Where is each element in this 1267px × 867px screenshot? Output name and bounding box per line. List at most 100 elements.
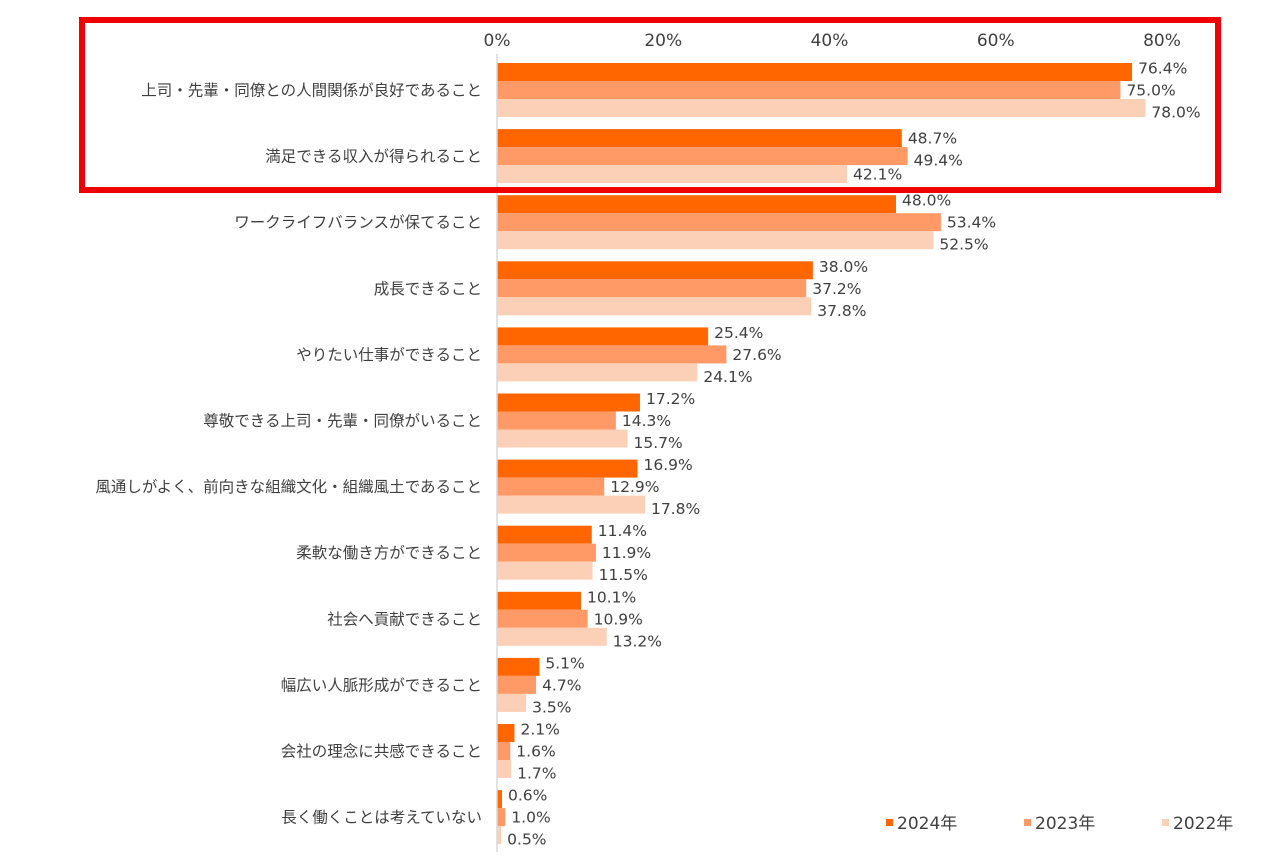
data-label: 37.2% [812, 280, 861, 298]
legend-swatch [1024, 819, 1031, 826]
bar [497, 561, 593, 580]
data-label: 5.1% [545, 654, 584, 672]
bar [497, 808, 506, 827]
bar [497, 609, 588, 628]
data-labels: 76.4% 75.0% 78.0% 48.7% 49.4% 42.1%48.0% 53.4%… [507, 60, 1200, 849]
category-label: 長く働くことは考えていない [281, 809, 482, 827]
legend-label: 2022年 [1173, 814, 1233, 834]
category-label: 上司・先輩・同僚との人間関係が良好であること [141, 82, 482, 100]
legend: 2024年 2023年 2022年 [886, 814, 1233, 834]
data-label: 1.6% [516, 743, 555, 761]
data-label: 37.8% [817, 302, 866, 320]
x-tick-label: 20% [644, 31, 682, 51]
bar [497, 543, 596, 562]
data-label: 48.0% [902, 192, 951, 210]
category-label: 幅広い人脈形成ができること [281, 676, 482, 694]
data-label: 13.2% [613, 632, 662, 650]
legend-label: 2023年 [1035, 814, 1095, 834]
category-label: やりたい仕事ができること [296, 346, 482, 364]
bar [497, 627, 607, 646]
category-label: 成長できること [374, 280, 482, 298]
bar [497, 657, 540, 676]
category-label: 会社の理念に共感できること [281, 742, 482, 761]
x-axis-ticks: 0% 20% 40% 60% 80% [484, 31, 1181, 51]
bar [497, 99, 1146, 117]
category-label: 満足できる収入が得られること [265, 148, 482, 166]
data-label: 24.1% [703, 368, 752, 386]
bar [497, 147, 908, 166]
legend-swatch [1162, 819, 1169, 826]
bars [497, 63, 1146, 845]
bar [497, 429, 628, 448]
data-label: 4.7% [542, 676, 581, 694]
x-tick-label: 60% [977, 31, 1015, 51]
data-label: 0.5% [507, 831, 546, 849]
bar [497, 495, 645, 514]
data-label: 27.6% [732, 346, 781, 364]
data-label: 38.0% [819, 258, 868, 276]
bar [497, 195, 896, 214]
data-label: 2.1% [520, 721, 559, 739]
bar [497, 393, 640, 412]
bar [497, 477, 605, 496]
bar [497, 790, 502, 809]
category-label: 社会へ貢献できること [327, 610, 482, 628]
data-label: 10.1% [587, 588, 636, 606]
data-label: 17.2% [646, 390, 695, 408]
bar [497, 213, 941, 232]
data-label: 0.6% [508, 787, 547, 805]
legend-swatch [886, 819, 893, 826]
bar [497, 81, 1121, 99]
category-label: 柔軟な働き方ができること [296, 544, 482, 562]
data-label: 10.9% [594, 610, 643, 628]
data-label: 1.0% [511, 809, 550, 827]
bar [497, 525, 592, 544]
data-label: 16.9% [643, 456, 692, 474]
bar [497, 261, 813, 280]
data-label: 52.5% [939, 236, 988, 254]
data-label: 48.7% [908, 130, 957, 148]
bar [497, 363, 698, 382]
bar [497, 693, 527, 712]
data-label: 14.3% [622, 412, 671, 430]
bar [497, 165, 847, 184]
bar [497, 591, 581, 610]
data-label: 15.7% [634, 434, 683, 452]
data-label: 17.8% [651, 500, 700, 518]
category-label: 尊敬できる上司・先輩・同僚がいること [203, 412, 482, 430]
bar [497, 760, 512, 778]
bar [497, 724, 515, 742]
bar [497, 411, 616, 430]
bar [497, 459, 638, 478]
highlight-box [79, 17, 1221, 193]
x-tick-label: 40% [811, 31, 849, 51]
bar [497, 675, 537, 694]
data-label: 11.9% [602, 544, 651, 562]
data-label: 76.4% [1138, 60, 1187, 78]
bar [497, 231, 934, 250]
data-label: 11.5% [599, 566, 648, 584]
bar [497, 327, 709, 346]
category-label: 風通しがよく、前向きな組織文化・組織風土であること [95, 478, 482, 496]
data-label: 25.4% [714, 324, 763, 342]
data-label: 75.0% [1126, 82, 1175, 100]
bar [497, 826, 502, 845]
x-tick-label: 0% [484, 31, 511, 51]
category-label: ワークライフバランスが保てること [234, 214, 482, 232]
legend-label: 2024年 [897, 814, 957, 834]
bar [497, 63, 1133, 81]
bar [497, 129, 902, 148]
data-label: 49.4% [914, 152, 963, 170]
bar [497, 345, 727, 364]
data-label: 12.9% [610, 478, 659, 496]
data-label: 11.4% [598, 522, 647, 540]
category-labels: 上司・先輩・同僚との人間関係が良好であること満足できる収入が得られることワークラ… [95, 82, 482, 827]
data-label: 1.7% [517, 765, 556, 783]
x-tick-label: 80% [1143, 31, 1181, 51]
data-label: 78.0% [1151, 104, 1200, 122]
bar [497, 279, 807, 298]
data-label: 42.1% [853, 166, 902, 184]
data-label: 53.4% [947, 214, 996, 232]
bar [497, 297, 812, 316]
